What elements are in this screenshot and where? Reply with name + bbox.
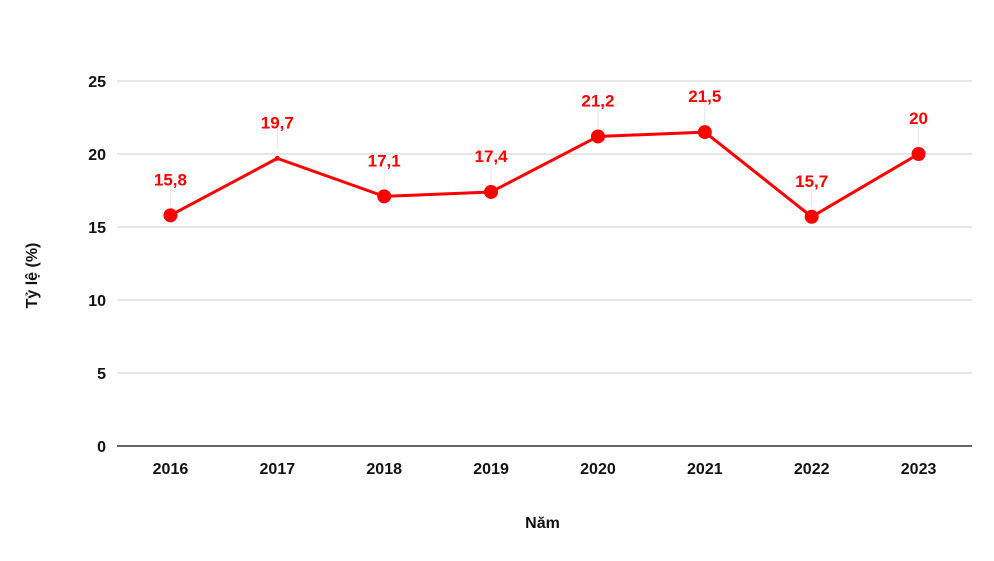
x-axis-title: Năm (525, 515, 560, 532)
y-tick-label: 5 (97, 366, 106, 383)
x-tick-label: 2020 (580, 461, 616, 478)
data-label: 17,1 (368, 151, 401, 170)
x-tick-label: 2017 (260, 461, 296, 478)
gridlines (117, 80, 972, 374)
series-line (169, 130, 920, 219)
data-label: 21,5 (688, 87, 721, 106)
y-tick-label: 20 (88, 147, 106, 164)
data-label: 15,7 (795, 172, 828, 191)
data-point (590, 129, 605, 144)
data-point (484, 184, 499, 199)
x-tick-label: 2022 (794, 461, 830, 478)
data-label: 20 (909, 109, 928, 128)
y-tick-label: 10 (88, 293, 106, 310)
data-point (697, 125, 712, 140)
y-tick-label: 25 (88, 74, 106, 91)
y-tick-label: 0 (97, 439, 106, 456)
data-label: 15,8 (154, 170, 187, 189)
x-tick-label: 2019 (473, 461, 509, 478)
x-axis-ticks: 2016 2017 2018 2019 2020 2021 2022 2023 (153, 461, 937, 478)
data-point (163, 208, 178, 223)
y-tick-label: 15 (88, 220, 106, 237)
data-point (911, 147, 926, 161)
data-label: 19,7 (261, 113, 294, 132)
x-tick-label: 2023 (901, 461, 937, 478)
x-tick-label: 2021 (687, 461, 723, 478)
data-labels: 15,8 19,7 17,1 17,4 21,2 21,5 15,7 20 (154, 87, 928, 208)
x-tick-label: 2018 (366, 461, 402, 478)
series-markers (163, 125, 926, 224)
data-point (274, 155, 280, 161)
data-point (377, 189, 392, 204)
y-axis-ticks: 0 5 10 15 20 25 (88, 74, 106, 456)
data-point (804, 209, 819, 224)
x-tick-label: 2016 (153, 461, 189, 478)
data-label: 17,4 (475, 147, 509, 166)
y-axis-title: Tỷ lệ (%) (24, 243, 41, 309)
data-label: 21,2 (581, 91, 614, 110)
